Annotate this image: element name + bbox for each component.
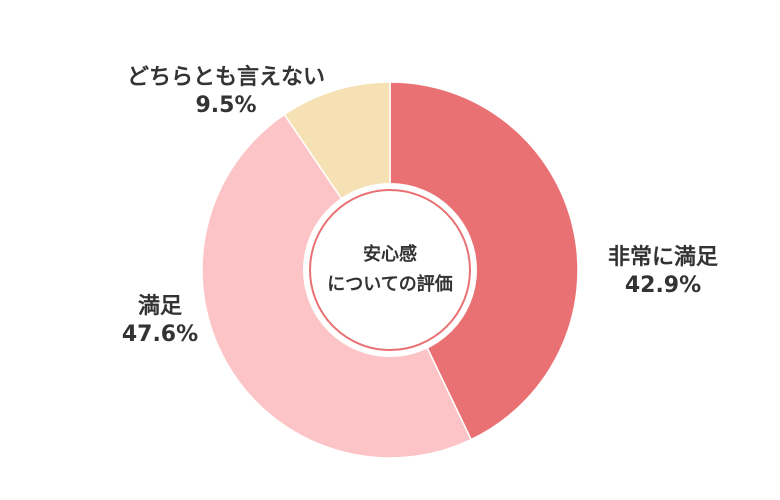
center-title-line-1: 安心感 xyxy=(363,244,417,265)
slice-label-very-satisfied: 非常に満足 42.9% xyxy=(598,244,728,300)
center-hole xyxy=(303,183,477,357)
slice-label-neutral: どちらとも言えない 9.5% xyxy=(96,64,356,120)
slice-label-value: 9.5% xyxy=(195,93,257,118)
slice-label-name: 非常に満足 xyxy=(607,245,718,270)
slice-label-satisfied: 満足 47.6% xyxy=(110,293,210,349)
pie-slice-0 xyxy=(389,81,579,441)
slice-label-name: どちらとも言えない xyxy=(126,65,325,90)
slice-label-value: 47.6% xyxy=(121,322,199,347)
slice-label-value: 42.9% xyxy=(624,273,702,298)
center-ring xyxy=(309,189,471,351)
slice-label-name: 満足 xyxy=(137,294,182,319)
center-title-line-2: についての評価 xyxy=(327,274,453,295)
center-title: 安心感 についての評価 xyxy=(300,240,480,300)
